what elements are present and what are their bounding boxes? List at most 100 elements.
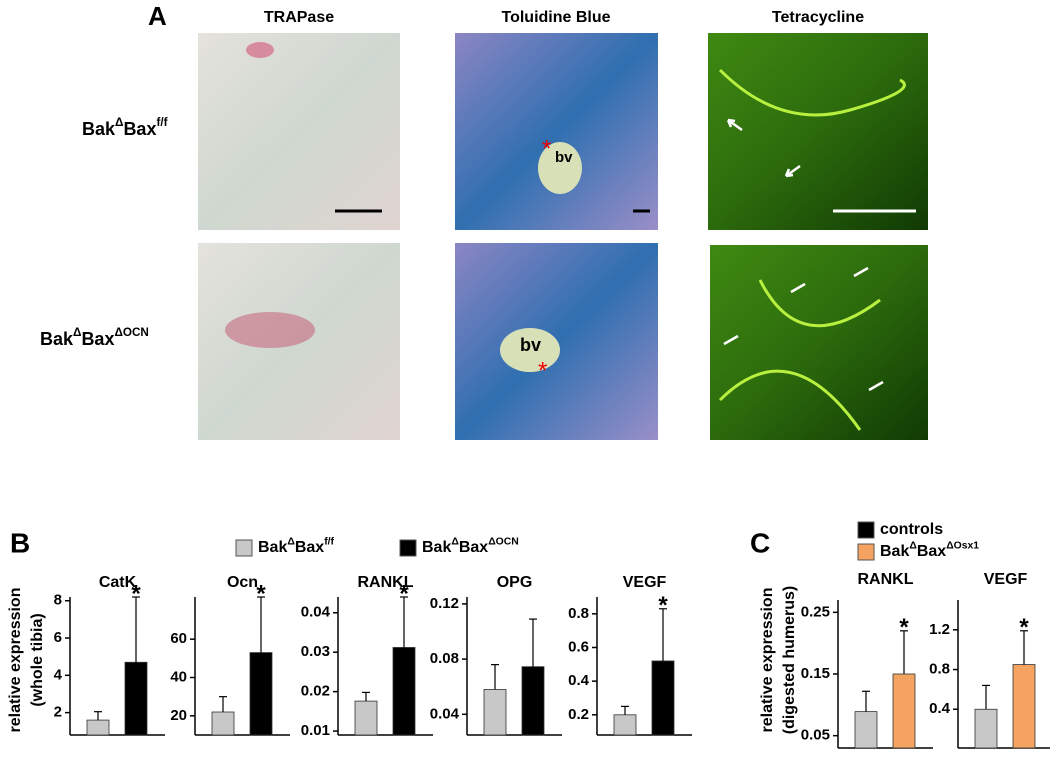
legend-label: BakΔBaxΔOCN <box>422 536 519 556</box>
label-part: ΔOCN <box>114 326 148 339</box>
bar <box>249 652 273 736</box>
label-part: f/f <box>324 536 334 547</box>
significance: * <box>256 580 266 607</box>
label-part: Bak <box>880 543 909 560</box>
row-label: BakΔBaxΔOCN <box>40 326 149 349</box>
tetracycline-image <box>708 33 928 230</box>
error-bar <box>659 608 667 661</box>
bar <box>124 661 148 736</box>
bar <box>354 700 378 736</box>
arrows <box>723 118 884 392</box>
label-part: f/f <box>156 116 167 129</box>
y-tick-label: 8 <box>54 592 62 609</box>
vessel-label: bv <box>520 335 541 355</box>
chart-title: CatK <box>99 574 137 591</box>
significance: * <box>131 580 141 607</box>
label-part: Δ <box>451 536 459 547</box>
label-part: controls <box>880 521 943 538</box>
legend-swatch <box>399 539 417 557</box>
bar <box>613 714 637 736</box>
significance: * <box>399 580 409 607</box>
label-part: Bax <box>459 539 488 556</box>
vessel-label: bv <box>555 149 573 166</box>
error-bar <box>529 618 537 667</box>
y-tick-label: 0.04 <box>430 705 460 722</box>
error-bar <box>257 596 265 653</box>
error-bar <box>621 705 629 715</box>
vessel <box>500 328 560 372</box>
label-part: Bak <box>422 539 451 556</box>
label-part: Bak <box>258 539 287 556</box>
label-part: ΔOCN <box>488 536 519 547</box>
y-tick-label: 0.25 <box>801 603 830 620</box>
y-tick-label: 0.08 <box>430 650 459 667</box>
label-part: Bax <box>81 329 114 349</box>
chart-title: Ocn <box>227 574 258 591</box>
label-part: Δ <box>73 326 81 339</box>
stain <box>225 312 315 348</box>
error-bar <box>491 664 499 690</box>
y-tick-label: 0.2 <box>568 706 589 723</box>
bar <box>974 708 998 749</box>
label-part: Bak <box>40 329 74 349</box>
y-tick-label: 2 <box>54 704 62 721</box>
y-tick-label: 0.6 <box>568 638 589 655</box>
legend-label: BakΔBaxΔOsx1 <box>880 540 979 560</box>
y-tick-label: 0.02 <box>301 683 330 700</box>
row-label: BakΔBaxf/f <box>82 116 168 139</box>
y-tick-label: 40 <box>170 668 187 685</box>
legend-label: controls <box>880 521 943 538</box>
column-title: Toluidine Blue <box>501 9 610 26</box>
chart-title: VEGF <box>984 571 1028 588</box>
significance: * <box>658 592 668 619</box>
label-part: Bak <box>82 119 116 139</box>
y-tick-label: 4 <box>54 666 63 683</box>
error-bar <box>94 711 102 721</box>
y-tick-label: 0.12 <box>430 595 459 612</box>
label-part: Bax <box>917 543 946 560</box>
panel-label: C <box>750 527 770 558</box>
y-axis-label: (whole tibia) <box>29 613 46 706</box>
y-tick-label: 0.04 <box>301 604 331 621</box>
bar <box>892 673 916 749</box>
error-bar <box>362 691 370 702</box>
panel-label: A <box>148 1 167 31</box>
bar <box>521 666 545 736</box>
micrographs: * * <box>198 33 928 440</box>
label-part: Bax <box>123 119 156 139</box>
vessel <box>538 142 582 194</box>
column-title: Tetracycline <box>772 9 864 26</box>
label-part: ΔOsx1 <box>946 540 979 551</box>
y-tick-label: 6 <box>54 629 62 646</box>
tetracycline-image <box>710 245 928 440</box>
y-tick-label: 0.4 <box>929 700 951 717</box>
error-bar <box>862 690 870 712</box>
chart-title: OPG <box>497 574 533 591</box>
label-band <box>718 68 906 431</box>
significance: * <box>1019 614 1029 641</box>
marker: * <box>538 357 547 384</box>
y-tick-label: 20 <box>170 707 187 724</box>
bar <box>392 647 416 736</box>
label-part: Bax <box>295 539 324 556</box>
legend-label: BakΔBaxf/f <box>258 536 335 556</box>
trapase-image <box>198 33 400 230</box>
y-axis-label: (digested humerus) <box>781 586 798 734</box>
y-tick-label: 0.15 <box>801 665 830 682</box>
error-bar <box>219 696 227 712</box>
error-bar <box>982 684 990 710</box>
label-part: Δ <box>115 116 123 129</box>
bar <box>651 660 675 736</box>
bar <box>854 711 878 749</box>
chart-title: VEGF <box>623 574 667 591</box>
y-axis-label: relative expression <box>759 588 776 733</box>
significance: * <box>899 614 909 641</box>
bar <box>1012 664 1036 749</box>
label-part: Δ <box>909 540 917 551</box>
bar <box>86 719 110 736</box>
y-tick-label: 0.4 <box>568 672 590 689</box>
y-tick-label: 0.01 <box>301 722 330 739</box>
legend-swatch <box>857 521 875 539</box>
bar <box>483 689 507 736</box>
